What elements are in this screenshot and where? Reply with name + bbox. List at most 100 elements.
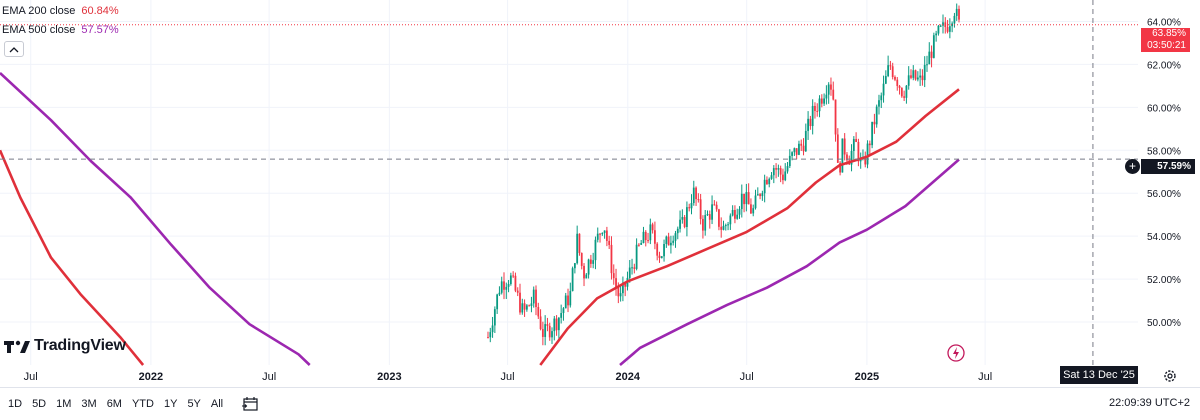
candle-body — [921, 75, 924, 81]
candle-body — [759, 194, 761, 197]
candle-body — [827, 84, 830, 95]
candle-body — [786, 166, 789, 172]
candle-body — [523, 303, 526, 310]
range-5d-button[interactable]: 5D — [32, 398, 47, 410]
candle-body — [628, 267, 631, 278]
candle-body — [496, 294, 499, 310]
candle-body — [683, 217, 686, 227]
candle-body — [745, 192, 748, 205]
candle-body — [706, 214, 709, 216]
candle-body — [557, 317, 560, 331]
candle-body — [514, 275, 517, 291]
last-price-badge: 63.85% 03:50:21 — [1141, 28, 1190, 52]
lightning-event-icon[interactable] — [946, 343, 966, 368]
candle-body — [567, 295, 569, 306]
tradingview-logo-icon — [4, 340, 30, 353]
y-tick-label: 54.00% — [1147, 232, 1181, 243]
candle-body — [670, 242, 672, 246]
candle-body — [820, 98, 823, 104]
candle-body — [809, 118, 812, 127]
range-1d-button[interactable]: 1D — [8, 398, 23, 410]
candle-body — [864, 158, 867, 165]
add-plus-icon[interactable]: + — [1125, 159, 1140, 174]
candle-body — [635, 244, 638, 269]
candle-body — [569, 291, 572, 306]
legend-collapse-button[interactable] — [4, 41, 24, 57]
candle-body — [690, 203, 693, 209]
candle-body — [647, 240, 649, 242]
candle-body — [791, 152, 793, 156]
candle-body — [589, 259, 592, 264]
candle-body — [891, 66, 894, 77]
legend-ema200[interactable]: EMA 200 close 60.84% — [2, 2, 119, 21]
range-all-button[interactable]: All — [210, 398, 224, 410]
candle-body — [880, 95, 883, 101]
last-price-value: 63.85% — [1152, 28, 1186, 39]
candle-body — [686, 207, 688, 227]
range-ytd-button[interactable]: YTD — [131, 398, 154, 410]
candle-body — [720, 226, 723, 230]
ema-line-500 — [619, 158, 960, 366]
candle-body — [667, 236, 670, 246]
candle-body — [916, 77, 919, 80]
candle-body — [750, 204, 752, 214]
candles — [487, 3, 960, 346]
candle-body — [811, 105, 814, 127]
candle-body — [640, 243, 643, 245]
legend-ema500[interactable]: EMA 500 close 57.57% — [2, 21, 119, 40]
candle-body — [507, 284, 510, 287]
candle-body — [834, 99, 837, 135]
candle-body — [578, 233, 581, 254]
candle-body — [631, 267, 633, 269]
candle-body — [601, 232, 604, 235]
candle-body — [699, 199, 702, 219]
candle-body — [850, 150, 853, 165]
candle-body — [573, 263, 576, 269]
candle-body — [784, 171, 787, 181]
candle-body — [846, 154, 848, 161]
candle-body — [923, 64, 926, 81]
candle-body — [674, 233, 677, 241]
candle-body — [713, 204, 716, 206]
x-tick-label: 2023 — [377, 371, 401, 383]
candle-body — [521, 303, 524, 313]
candle-body — [841, 138, 844, 173]
candle-body — [512, 275, 515, 277]
candle-body — [530, 303, 533, 306]
candle-body — [695, 187, 697, 200]
candle-body — [914, 70, 917, 80]
candle-body — [768, 178, 771, 185]
candle-body — [594, 239, 597, 261]
candle-body — [878, 100, 880, 107]
candle-body — [898, 85, 901, 88]
range-3m-button[interactable]: 3M — [81, 398, 97, 410]
brand-logo[interactable]: TradingView — [4, 337, 126, 355]
range-1y-button[interactable]: 1Y — [163, 398, 178, 410]
candle-body — [649, 224, 652, 241]
y-tick-label: 62.00% — [1147, 60, 1181, 71]
candle-body — [788, 155, 791, 167]
range-1m-button[interactable]: 1M — [56, 398, 72, 410]
candle-body — [887, 65, 890, 77]
gear-icon[interactable] — [1163, 369, 1177, 388]
candle-body — [548, 325, 551, 338]
x-tick-label: 2024 — [616, 371, 641, 383]
x-tick-label: Jul — [978, 371, 992, 383]
range-6m-button[interactable]: 6M — [106, 398, 122, 410]
candle-body — [935, 33, 938, 36]
range-5y-button[interactable]: 5Y — [187, 398, 201, 410]
candle-body — [688, 207, 691, 209]
crosshair — [0, 0, 1138, 365]
x-tick-label: Jul — [501, 371, 515, 383]
candle-body — [743, 193, 745, 205]
candle-body — [731, 209, 734, 216]
candle-body — [505, 286, 508, 290]
calendar-goto-icon[interactable] — [242, 396, 260, 412]
candle-body — [882, 83, 885, 96]
candle-body — [583, 265, 585, 279]
crosshair-price-badge: 57.59% — [1141, 159, 1195, 174]
ema-line-500 — [0, 72, 311, 366]
candle-body — [926, 64, 928, 66]
price-chart[interactable]: 50.00% 52.00% 54.00% 56.00% 58.00% 60.00% 62.0… — [0, 0, 1200, 387]
